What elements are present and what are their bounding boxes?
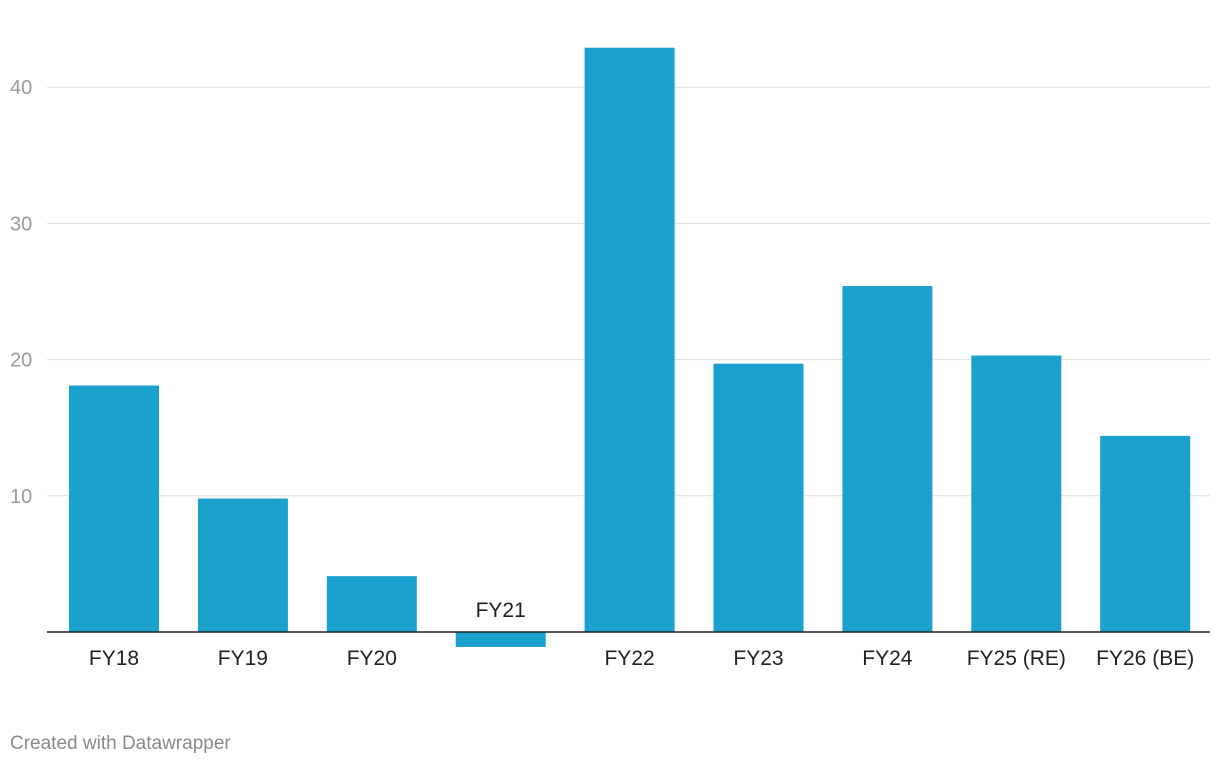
x-tick-label: FY24 <box>862 647 913 670</box>
x-tick-label: FY21 <box>476 599 526 622</box>
bar-fy25-re <box>971 355 1062 632</box>
bar-fy21 <box>455 632 546 647</box>
y-tick-label: 20 <box>10 350 32 372</box>
x-tick-label: FY23 <box>733 647 783 670</box>
y-tick-label: 10 <box>10 486 32 508</box>
x-tick-label: FY22 <box>604 647 654 670</box>
x-tick-label: FY18 <box>89 647 139 670</box>
bar-fy22 <box>584 47 675 632</box>
footer-credit: Created with Datawrapper <box>10 733 231 754</box>
bar-fy19 <box>197 498 288 632</box>
y-tick-label: 30 <box>10 213 32 235</box>
bar-fy26-be <box>1100 435 1191 632</box>
x-tick-label: FY25 (RE) <box>967 647 1066 670</box>
x-tick-label: FY20 <box>347 647 397 670</box>
bar-fy24 <box>842 286 933 632</box>
chart-canvas: 10 20 30 40 FY18 FY19 FY20 FY21 FY22 FY23 FY24 FY2… <box>10 47 1210 670</box>
axes: FY18 FY19 FY20 FY21 FY22 FY23 FY24 FY25 (RE) FY2… <box>47 599 1210 670</box>
bar-fy18 <box>69 385 159 632</box>
x-tick-label: FY26 (BE) <box>1096 647 1194 670</box>
bar-fy23 <box>713 363 804 632</box>
x-tick-label: FY19 <box>218 647 268 670</box>
bars <box>69 47 1191 647</box>
bar-fy20 <box>326 576 417 632</box>
y-tick-label: 40 <box>10 77 32 99</box>
bar-chart: 10 20 30 40 FY18 FY19 FY20 FY21 FY22 FY23 FY24 FY2… <box>10 47 1210 670</box>
